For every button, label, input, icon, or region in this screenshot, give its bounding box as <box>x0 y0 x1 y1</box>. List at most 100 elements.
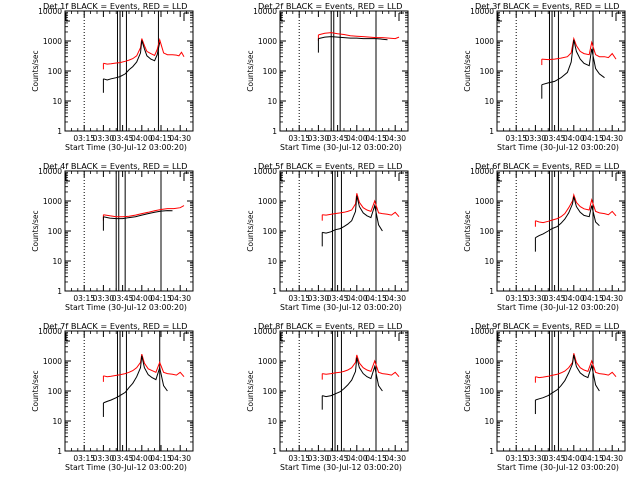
x-tick-label: 03:45 <box>112 134 134 143</box>
series-red-line <box>103 353 185 378</box>
y-tick-label: 1000 <box>475 37 494 46</box>
x-tick-label: 04:00 <box>346 294 368 303</box>
chart-title: Det 4f BLACK = Events, RED = LLD <box>43 161 187 171</box>
x-tick-label: 04:15 <box>365 134 387 143</box>
y-tick-label: 10000 <box>38 327 62 336</box>
x-tick-label: 04:30 <box>601 454 623 463</box>
y-tick-label: 100 <box>263 387 278 396</box>
x-tick-label: 03:15 <box>73 134 95 143</box>
chart-title: Det 9f BLACK = Events, RED = LLD <box>475 321 619 331</box>
x-tick-label: 03:45 <box>327 294 349 303</box>
x-tick-label: 03:30 <box>308 134 330 143</box>
y-tick-label: 10000 <box>253 7 277 16</box>
y-tick-label: 1000 <box>475 357 494 366</box>
x-tick-label: 04:30 <box>384 454 406 463</box>
x-tick-label: 03:15 <box>505 454 527 463</box>
chart-title: Det 8f BLACK = Events, RED = LLD <box>258 321 402 331</box>
x-tick-label: 03:15 <box>73 454 95 463</box>
panel-9: Det 9f BLACK = Events, RED = LLD 1 10 100 10… <box>463 321 626 472</box>
x-axis-label: Start Time (30-Jul-12 03:00:20) <box>280 463 402 472</box>
x-tick-label: 03:45 <box>544 454 566 463</box>
x-tick-label: 04:15 <box>150 134 172 143</box>
series-black-line <box>103 40 161 81</box>
x-tick-label: 04:00 <box>131 294 153 303</box>
x-tick-label: 03:15 <box>288 454 310 463</box>
y-tick-label: 1000 <box>43 357 62 366</box>
y-tick-label: 10000 <box>38 7 62 16</box>
x-tick-label: 03:30 <box>93 134 115 143</box>
x-tick-label: 04:00 <box>131 454 153 463</box>
x-tick-label: 04:00 <box>346 134 368 143</box>
y-axis-label: Counts/sec <box>31 370 40 411</box>
y-tick-label: 1000 <box>43 37 62 46</box>
x-tick-label: 04:15 <box>150 454 172 463</box>
y-tick-label: 10000 <box>470 167 494 176</box>
x-tick-label: 04:00 <box>563 454 585 463</box>
y-axis-label: Counts/sec <box>463 370 472 411</box>
y-tick-label: 100 <box>480 387 495 396</box>
series-red-line <box>322 193 400 218</box>
x-tick-label: 04:15 <box>150 294 172 303</box>
y-tick-label: 10 <box>52 97 62 106</box>
x-tick-label: 03:15 <box>505 294 527 303</box>
x-axis-label: Start Time (30-Jul-12 03:00:20) <box>65 143 187 152</box>
x-tick-label: 04:30 <box>169 294 191 303</box>
x-axis-label: Start Time (30-Jul-12 03:00:20) <box>497 303 619 312</box>
y-axis-label: Counts/sec <box>31 210 40 251</box>
x-tick-label: 03:30 <box>525 454 547 463</box>
y-tick-label: 1 <box>489 447 494 456</box>
y-tick-label: 100 <box>480 227 495 236</box>
y-tick-label: 10000 <box>470 7 494 16</box>
x-tick-label: 03:30 <box>93 454 115 463</box>
chart-title: Det 3f BLACK = Events, RED = LLD <box>475 1 619 11</box>
x-tick-label: 03:45 <box>327 134 349 143</box>
y-tick-label: 1 <box>272 127 277 136</box>
series-black-line <box>318 36 388 41</box>
x-tick-label: 04:30 <box>384 294 406 303</box>
x-axis-label: Start Time (30-Jul-12 03:00:20) <box>280 143 402 152</box>
y-tick-label: 10000 <box>253 327 277 336</box>
series-black-line <box>103 210 173 220</box>
x-tick-label: 04:15 <box>582 134 604 143</box>
y-tick-label: 10 <box>267 257 277 266</box>
x-tick-label: 04:00 <box>131 134 153 143</box>
series-black-line <box>103 355 168 404</box>
x-tick-label: 03:30 <box>308 454 330 463</box>
x-tick-label: 04:15 <box>365 454 387 463</box>
x-tick-label: 04:30 <box>601 294 623 303</box>
x-tick-label: 03:30 <box>93 294 115 303</box>
y-axis-label: Counts/sec <box>246 370 255 411</box>
y-axis-label: Counts/sec <box>31 50 40 91</box>
x-tick-label: 03:15 <box>505 134 527 143</box>
series-red-line <box>541 36 617 61</box>
y-axis-label: Counts/sec <box>463 210 472 251</box>
series-red-line <box>318 32 400 40</box>
x-tick-label: 03:45 <box>544 134 566 143</box>
y-tick-label: 1000 <box>258 37 277 46</box>
y-tick-label: 1000 <box>258 357 277 366</box>
series-black-line <box>322 195 383 234</box>
y-tick-label: 1000 <box>475 197 494 206</box>
y-axis-label: Counts/sec <box>246 50 255 91</box>
y-tick-label: 1 <box>272 447 277 456</box>
series-black-line <box>535 354 600 401</box>
x-axis-label: Start Time (30-Jul-12 03:00:20) <box>65 463 187 472</box>
panel-6: Det 6f BLACK = Events, RED = LLD 1 10 100 10… <box>463 161 626 312</box>
panel-2: Det 2f BLACK = Events, RED = LLD 1 10 100 10… <box>246 1 409 152</box>
y-tick-label: 10000 <box>470 327 494 336</box>
x-tick-label: 04:30 <box>601 134 623 143</box>
panel-7: Det 7f BLACK = Events, RED = LLD 1 10 100 10… <box>31 321 194 472</box>
series-red-line <box>322 354 400 378</box>
y-tick-label: 100 <box>48 67 63 76</box>
y-tick-label: 1 <box>272 287 277 296</box>
y-tick-label: 10 <box>484 417 494 426</box>
chart-title: Det 7f BLACK = Events, RED = LLD <box>43 321 187 331</box>
series-black-line <box>535 196 600 239</box>
y-tick-label: 10 <box>52 257 62 266</box>
x-axis-label: Start Time (30-Jul-12 03:00:20) <box>497 463 619 472</box>
y-tick-label: 100 <box>263 227 278 236</box>
x-tick-label: 03:15 <box>73 294 95 303</box>
y-tick-label: 10 <box>484 257 494 266</box>
panel-8: Det 8f BLACK = Events, RED = LLD 1 10 100 10… <box>246 321 409 472</box>
x-tick-label: 04:15 <box>365 294 387 303</box>
